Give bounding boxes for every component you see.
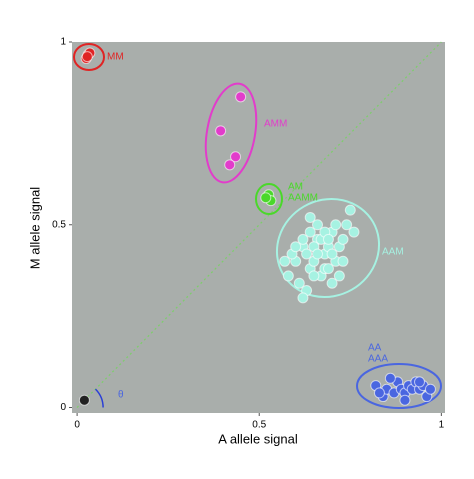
cluster-label: AA [368, 343, 382, 354]
y-axis-label: M allele signal [27, 187, 42, 269]
cluster-ellipse [204, 82, 258, 184]
point [312, 248, 324, 260]
cluster-ellipse [255, 183, 283, 215]
point [330, 219, 342, 231]
x-tick-label: 1 [439, 420, 445, 431]
point [224, 159, 236, 171]
point [326, 248, 338, 260]
annotation: θ [118, 390, 124, 401]
angle-arc [94, 388, 104, 408]
plot-area [72, 42, 445, 413]
x-tick-label: 0 [74, 420, 80, 431]
point [344, 204, 356, 216]
point [235, 91, 247, 103]
point [297, 292, 309, 304]
point [304, 211, 316, 223]
point [322, 233, 334, 245]
annotation: AAA [368, 354, 388, 365]
cluster-ellipse [73, 43, 105, 71]
point [304, 226, 316, 238]
point [341, 219, 353, 231]
cluster-label: AAM [382, 247, 404, 258]
point [399, 394, 411, 406]
point [293, 277, 305, 289]
y-tick-label: 0.5 [52, 219, 66, 230]
cluster-label: AMM [264, 119, 287, 130]
point [215, 125, 227, 137]
point [279, 255, 291, 267]
point [290, 241, 302, 253]
x-tick-label: 0.5 [252, 420, 266, 431]
point [260, 192, 272, 204]
y-tick-label: 1 [60, 37, 66, 48]
point [230, 151, 242, 163]
cluster-label: AM [288, 182, 303, 193]
point [337, 233, 349, 245]
point [326, 277, 338, 289]
cluster-ellipse [275, 197, 381, 299]
point [414, 376, 426, 388]
point [337, 255, 349, 267]
point [424, 383, 436, 395]
cluster-label: MM [107, 52, 124, 63]
point [384, 372, 396, 384]
x-axis-label: A allele signal [218, 431, 298, 446]
y-tick-label: 0 [60, 402, 66, 413]
cluster-ellipse [356, 363, 442, 409]
point [373, 387, 385, 399]
point [78, 394, 90, 406]
point [312, 219, 324, 231]
point [322, 263, 334, 275]
point [282, 270, 294, 282]
point [81, 51, 93, 63]
annotation: AAMM [288, 193, 318, 204]
point [301, 248, 313, 260]
point [297, 233, 309, 245]
point [333, 270, 345, 282]
point [348, 226, 360, 238]
point [308, 270, 320, 282]
diagonal [76, 41, 442, 408]
